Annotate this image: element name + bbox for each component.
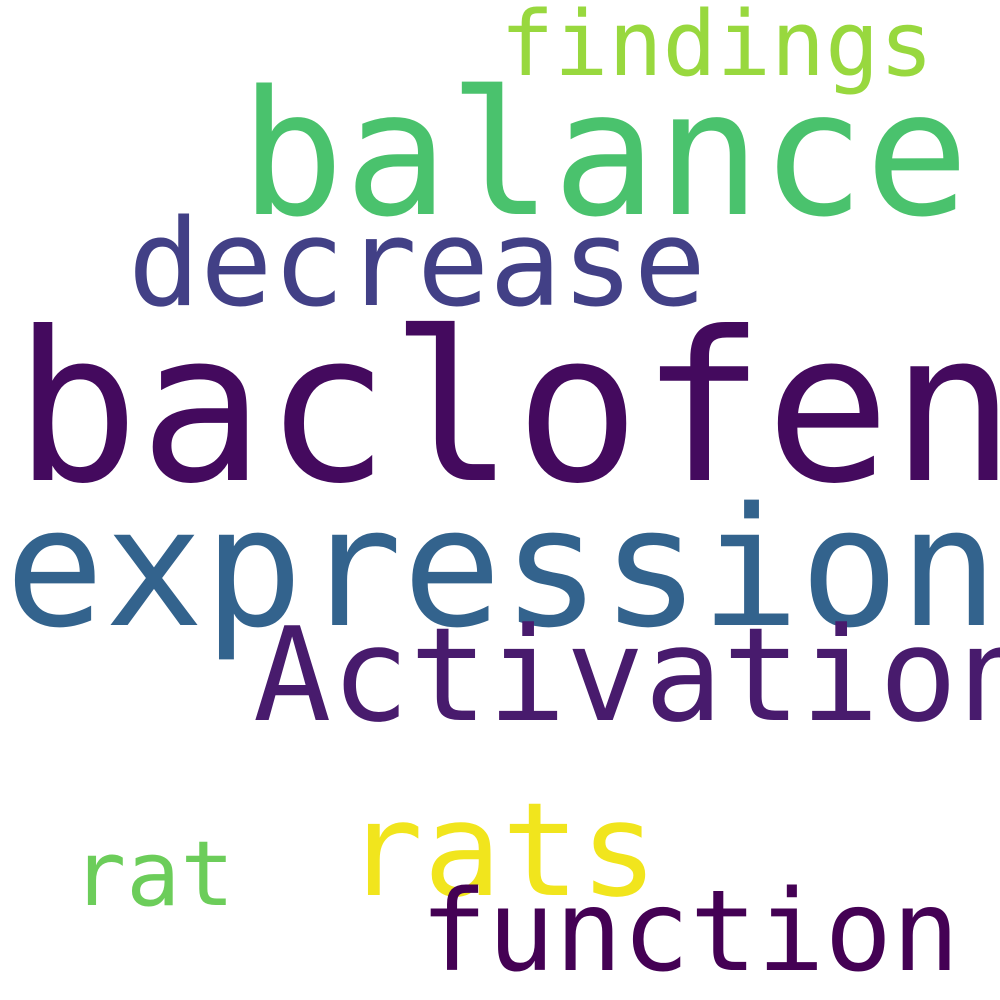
word-rat: rat xyxy=(72,822,235,927)
word-rats: rats xyxy=(345,774,659,926)
word-baclofen: baclofen xyxy=(14,288,1000,530)
word-function: function xyxy=(420,867,960,997)
word-findings: findings xyxy=(500,0,934,97)
word-decrease: decrease xyxy=(128,195,706,334)
word-activation: Activation xyxy=(253,599,1000,751)
word-expression: expression xyxy=(5,472,999,664)
word-balance: balance xyxy=(240,53,970,255)
